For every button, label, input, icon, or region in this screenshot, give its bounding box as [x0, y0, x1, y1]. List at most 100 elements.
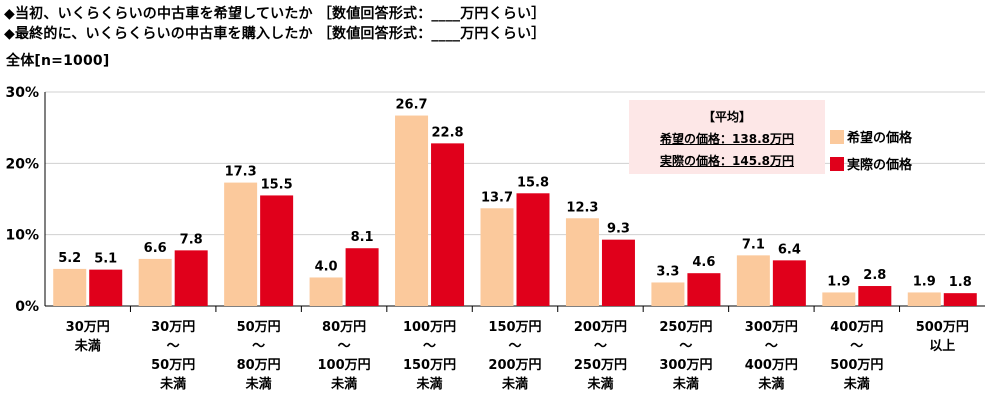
bar-desired — [53, 268, 87, 306]
x-tick-label: 500万円 — [830, 358, 883, 373]
question-1-text: ◆当初、いくらくらいの中古車を希望していたか ［数値回答形式：____万円くらい… — [4, 6, 546, 22]
x-tick-label: ～ — [167, 339, 180, 354]
bar-desired — [480, 208, 514, 306]
x-tick-label: 30万円 — [66, 320, 110, 335]
x-tick-label: ～ — [850, 339, 863, 354]
x-tick-label: 200万円 — [488, 358, 541, 373]
bar-desired — [736, 255, 770, 306]
data-label: 13.7 — [481, 190, 513, 205]
average-actual-price: 実際の価格：145.8万円 — [660, 154, 794, 168]
data-label: 9.3 — [607, 222, 630, 237]
x-tick-label: 未満 — [416, 376, 443, 392]
data-label: 17.3 — [225, 165, 257, 180]
x-tick-label: 400万円 — [830, 320, 883, 335]
data-label: 1.9 — [913, 274, 936, 289]
legend-label-desired: 希望の価格 — [847, 131, 913, 146]
x-tick-label: 150万円 — [403, 358, 456, 373]
x-tick-label: 未満 — [245, 376, 272, 392]
x-tick-label: ～ — [765, 339, 778, 354]
bar-desired — [907, 292, 941, 306]
x-tick-label: 100万円 — [318, 358, 371, 373]
x-tick-label: 以上 — [929, 339, 955, 354]
y-tick-label: 0% — [15, 299, 39, 315]
x-tick-label: ～ — [508, 339, 521, 354]
average-desired-price: 希望の価格：138.8万円 — [660, 132, 794, 146]
data-label: 1.8 — [949, 275, 972, 290]
x-tick-label: 未満 — [757, 376, 784, 392]
x-tick-label: 200万円 — [574, 320, 627, 335]
bar-desired — [565, 218, 599, 306]
bar-actual — [943, 293, 977, 306]
y-tick-label: 30% — [5, 85, 39, 101]
data-label: 2.8 — [863, 268, 886, 283]
data-label: 6.6 — [144, 241, 167, 256]
data-label: 5.1 — [94, 252, 117, 267]
data-label: 1.9 — [827, 274, 850, 289]
x-tick-label: 30万円 — [151, 320, 195, 335]
data-label: 3.3 — [656, 264, 679, 279]
data-label: 4.6 — [692, 255, 715, 270]
data-label: 12.3 — [566, 200, 598, 215]
data-label: 8.1 — [351, 230, 374, 245]
bar-desired — [822, 292, 856, 306]
data-label: 5.2 — [58, 251, 81, 266]
average-price-box: 【平均】 希望の価格：138.8万円 実際の価格：145.8万円 — [629, 100, 825, 174]
data-label: 7.1 — [742, 237, 765, 252]
x-tick-label: 250万円 — [574, 358, 627, 373]
x-tick-label: ～ — [423, 339, 436, 354]
data-label: 7.8 — [180, 232, 203, 247]
x-tick-label: 未満 — [330, 376, 357, 392]
x-tick-label: 500万円 — [916, 320, 969, 335]
legend-swatch-actual — [830, 157, 844, 171]
bar-actual — [431, 143, 465, 306]
x-tick-label: 未満 — [586, 376, 613, 392]
question-2-text: ◆最終的に、いくらくらいの中古車を購入したか ［数値回答形式：____万円くらい… — [4, 26, 546, 42]
x-tick-label: 未満 — [672, 376, 699, 392]
data-label: 4.0 — [315, 259, 338, 274]
data-label: 6.4 — [778, 242, 801, 257]
bar-actual — [858, 286, 892, 306]
y-tick-label: 10% — [5, 228, 39, 244]
x-tick-label: ～ — [679, 339, 692, 354]
x-tick-label: 150万円 — [488, 320, 541, 335]
average-title: 【平均】 — [702, 110, 751, 124]
bar-actual — [601, 239, 635, 306]
x-tick-label: 300万円 — [659, 358, 712, 373]
bar-desired — [138, 258, 172, 306]
x-tick-label: 80万円 — [322, 320, 366, 335]
legend-label-actual: 実際の価格 — [847, 158, 913, 173]
bar-actual — [174, 250, 208, 306]
legend-swatch-desired — [830, 130, 844, 144]
data-label: 26.7 — [396, 98, 428, 113]
data-label: 15.8 — [517, 175, 549, 190]
x-tick-label: 未満 — [74, 338, 101, 354]
x-tick-label: ～ — [252, 339, 265, 354]
x-tick-label: 80万円 — [237, 358, 281, 373]
x-tick-label: 50万円 — [151, 358, 195, 373]
data-label: 22.8 — [432, 125, 464, 140]
x-tick-label: 300万円 — [745, 320, 798, 335]
bar-actual — [772, 260, 806, 306]
bar-desired — [395, 115, 429, 306]
bar-actual — [260, 195, 294, 306]
y-tick-label: 20% — [5, 156, 39, 172]
bar-actual — [89, 269, 123, 306]
x-tick-label: ～ — [338, 339, 351, 354]
sample-size-label: 全体[n=1000] — [6, 53, 110, 69]
x-tick-label: 未満 — [159, 376, 186, 392]
x-tick-label: 250万円 — [659, 320, 712, 335]
bar-actual — [345, 248, 379, 306]
x-tick-label: 50万円 — [237, 320, 281, 335]
x-tick-label: ～ — [594, 339, 607, 354]
legend-item-actual: 実際の価格 — [830, 154, 912, 173]
data-label: 15.5 — [261, 177, 293, 192]
bar-desired — [309, 277, 343, 306]
bar-desired — [651, 282, 685, 306]
x-tick-label: 未満 — [501, 376, 528, 392]
bar-actual — [687, 273, 721, 306]
x-tick-label: 100万円 — [403, 320, 456, 335]
bar-actual — [516, 193, 550, 306]
x-tick-label: 400万円 — [745, 358, 798, 373]
legend-item-desired: 希望の価格 — [830, 127, 912, 146]
